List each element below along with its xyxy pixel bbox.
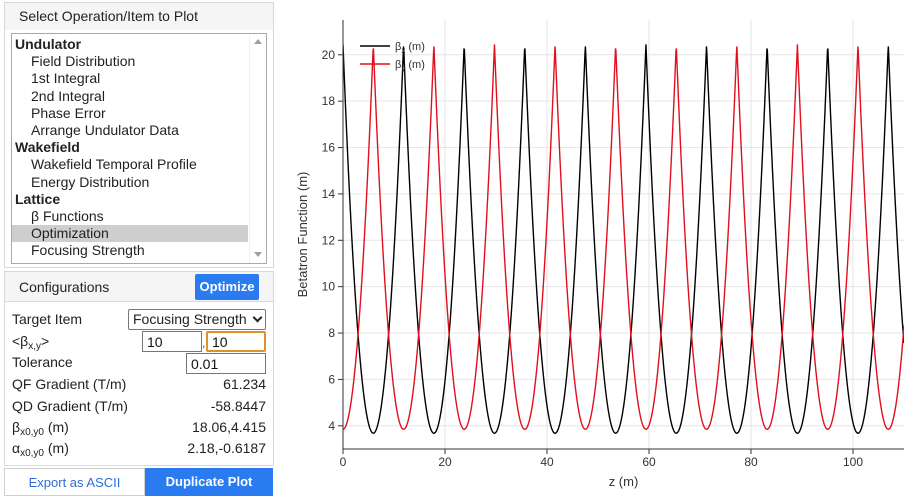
item-panel-title: Select Operation/Item to Plot [4,2,274,30]
list-item[interactable]: Focusing Strength [31,242,145,259]
x-axis-title: z (m) [609,474,639,489]
y-tick-label: 6 [328,372,335,386]
y-tick-label: 18 [322,94,336,108]
alpha0-label-sub: x0,y0 [20,448,44,459]
qf-gradient-value: 61.234 [223,376,266,392]
plot-item-list[interactable]: Undulator Field Distribution 1st Integral 2… [11,33,267,264]
target-item-label: Target Item [12,311,83,327]
beta0-label: βx0,y0 (m) [12,419,69,438]
beta0-label-main: β [12,419,21,435]
beta-separator: , [202,336,206,350]
legend-label-unit: (m) [405,41,425,53]
list-item[interactable]: 1st Integral [31,70,101,87]
plot-item-list-rows: Undulator Field Distribution 1st Integral 2… [12,36,248,259]
plot-area [343,20,904,449]
legend-label-sub: y [401,64,405,73]
export-ascii-button[interactable]: Export as ASCII [4,468,145,496]
y-tick-label: 16 [322,141,336,155]
x-tick-label: 0 [340,455,347,469]
legend-label-main: β [395,41,401,53]
beta0-value: 18.06,4.415 [192,419,266,435]
chart-grid [342,20,904,449]
duplicate-plot-button[interactable]: Duplicate Plot [145,468,273,496]
beta-y-input[interactable] [206,331,266,352]
legend-label-y: βy (m) [395,59,425,73]
legend-label-x: βx (m) [395,41,425,55]
config-title: Configurations [19,279,110,295]
legend-label-sub: x [401,46,405,55]
y-tick-label: 12 [322,233,336,247]
alpha0-label: αx0,y0 (m) [12,440,69,459]
beta-target-label-sub: x,y [28,341,42,352]
list-group-header: Undulator [15,36,82,52]
beta-target-label-main: <β [12,333,29,349]
list-item[interactable]: 2nd Integral [31,87,105,104]
y-axis-title: Betatron Function (m) [295,172,310,298]
x-tick-label: 80 [744,455,758,469]
beta0-label-sub: x0,y0 [20,427,44,438]
qf-gradient-label: QF Gradient (T/m) [12,376,127,392]
y-tick-label: 20 [322,48,336,62]
y-tick-label: 14 [322,187,336,201]
legend-label-unit: (m) [405,59,425,71]
legend-label-main: β [395,59,401,71]
x-tick-label: 40 [540,455,554,469]
list-scrollbar[interactable] [249,34,266,263]
list-item[interactable]: Arrange Undulator Data [31,121,179,138]
x-tick-label: 60 [642,455,656,469]
target-item-select[interactable]: Focusing Strength [128,309,266,330]
scroll-up-icon[interactable] [254,39,262,44]
x-tick-label: 100 [843,455,863,469]
beta0-label-end: (m) [43,419,69,435]
alpha0-value: 2.18,-0.6187 [187,440,266,456]
list-item[interactable]: β Functions [31,207,104,224]
tolerance-label: Tolerance [12,354,73,370]
scroll-down-icon[interactable] [254,252,262,257]
chart-series [343,44,904,434]
series-line-y [343,44,904,431]
alpha0-label-main: α [12,440,21,456]
optimize-button[interactable]: Optimize [195,274,259,300]
list-item[interactable]: Energy Distribution [31,173,150,190]
beta-target-label: <βx,y> [12,333,49,352]
list-item[interactable]: Optimization [12,225,248,243]
beta-target-label-end: > [41,333,50,349]
y-tick-label: 8 [328,326,335,340]
qd-gradient-value: -58.8447 [210,398,266,414]
x-tick-label: 20 [438,455,452,469]
target-item-selected-value: Focusing Strength [133,311,247,327]
list-item[interactable]: Field Distribution [31,53,136,70]
list-group-header: Wakefield [15,139,80,156]
list-item[interactable]: Phase Error [31,104,106,121]
chart-legend: βx (m)βy (m) [360,41,425,73]
betatron-chart[interactable]: 0 20 40 60 80 100 4 6 8 10 12 14 16 18 20 z (m) Betatron… [290,0,910,499]
config-panel [4,271,274,466]
alpha0-label-end: (m) [44,440,69,456]
chart-axes: 0 20 40 60 80 100 4 6 8 10 12 14 16 18 20 z (m) Betatron… [295,20,904,489]
qd-gradient-label: QD Gradient (T/m) [12,398,128,414]
y-tick-label: 4 [328,419,335,433]
y-tick-label: 10 [322,280,336,294]
series-line-x [343,44,904,434]
beta-x-input[interactable] [142,331,202,352]
list-group-header: Lattice [15,190,61,207]
chevron-down-icon [252,312,263,323]
tolerance-input[interactable] [186,353,266,374]
list-item[interactable]: Wakefield Temporal Profile [31,156,197,173]
